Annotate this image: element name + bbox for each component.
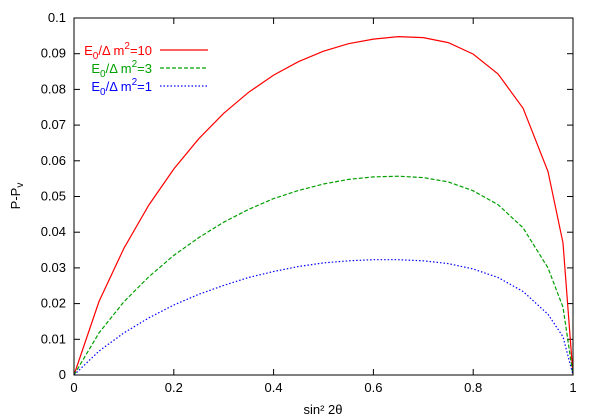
axis-ticks: 0 0.2 0.4 0.6 0.8 1 0 0.01 0.02 0.03 0.04 0.05 0.06 0… <box>41 10 577 395</box>
x-axis-label: sin² 2θ <box>303 402 342 417</box>
series-line-1 <box>73 35 574 376</box>
y-tick-label: 0.04 <box>41 224 66 239</box>
y-tick-label: 0.07 <box>41 117 66 132</box>
y-tick-label: 0.01 <box>41 331 66 346</box>
x-tick-label: 0 <box>70 380 77 395</box>
x-tick-label: 0.4 <box>265 380 283 395</box>
y-tick-label: 0.08 <box>41 81 66 96</box>
legend-label-2: E0/Δ m2=3 <box>91 59 152 80</box>
y-tick-label: 0.02 <box>41 296 66 311</box>
plot-frame <box>73 17 574 376</box>
x-tick-label: 0.2 <box>165 380 183 395</box>
x-tick-label: 1 <box>569 380 576 395</box>
legend-label-1: E0/Δ m2=10 <box>84 41 152 62</box>
x-tick-label: 0.6 <box>364 380 382 395</box>
y-axis-label: P-Pv <box>8 183 26 210</box>
y-tick-label: 0.05 <box>41 189 66 204</box>
y-tick-label: 0.09 <box>41 46 66 61</box>
series-line-3 <box>73 259 574 376</box>
y-tick-label: 0.03 <box>41 260 66 275</box>
x-tick-label: 0.8 <box>464 380 482 395</box>
y-tick-label: 0.1 <box>48 10 66 25</box>
y-tick-label: 0.06 <box>41 153 66 168</box>
series-lines <box>73 35 574 376</box>
series-line-2 <box>73 175 574 376</box>
legend-label-3: E0/Δ m2=1 <box>91 77 152 98</box>
y-tick-label: 0 <box>59 367 66 382</box>
